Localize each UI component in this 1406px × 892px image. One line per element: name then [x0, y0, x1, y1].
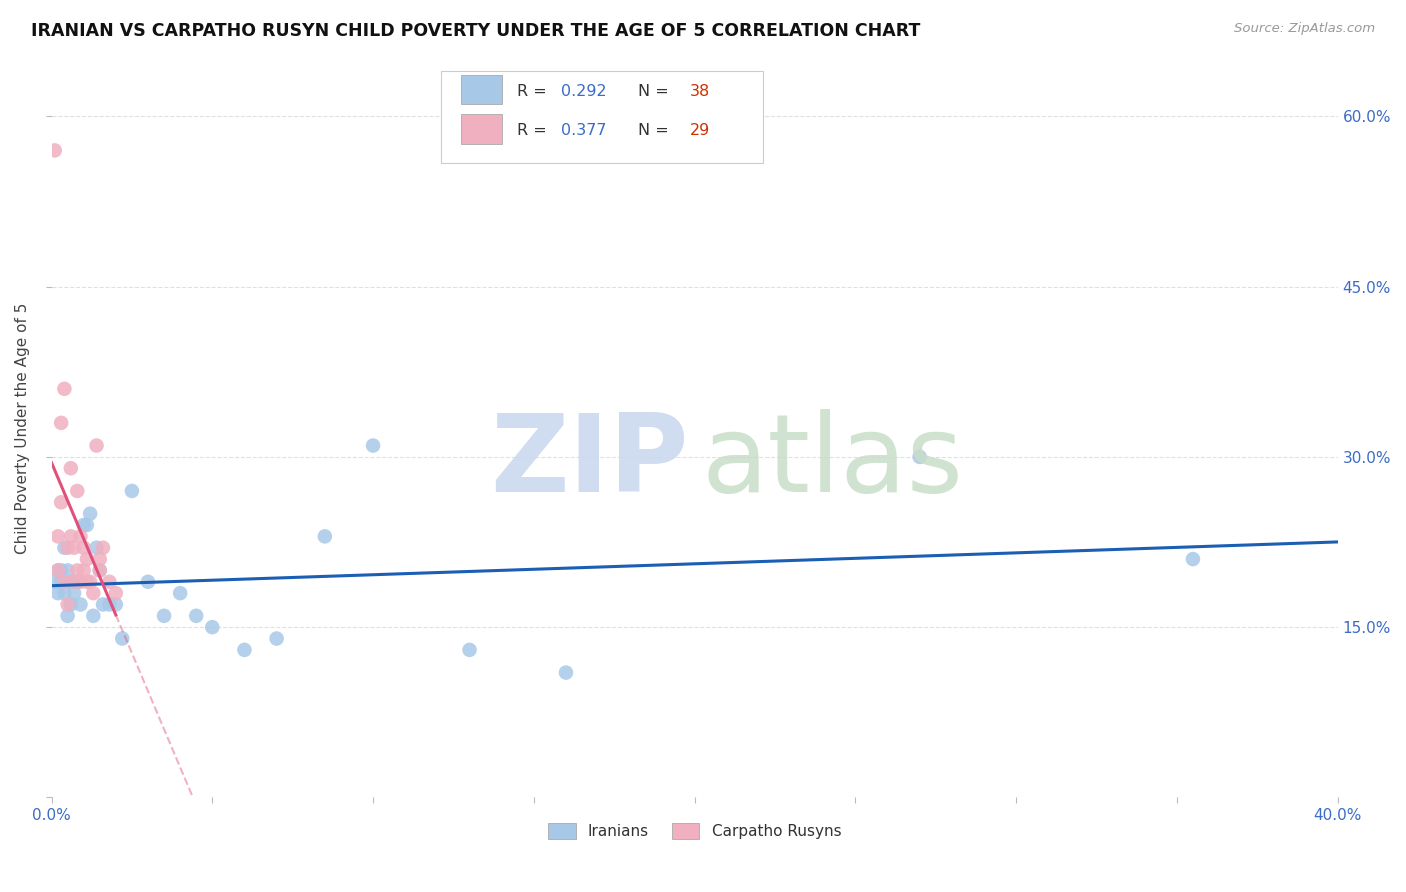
Point: [44, 574, 66, 589]
Text: IRANIAN VS CARPATHO RUSYN CHILD POVERTY UNDER THE AGE OF 5 CORRELATION CHART: IRANIAN VS CARPATHO RUSYN CHILD POVERTY …: [31, 22, 921, 40]
FancyBboxPatch shape: [461, 75, 502, 104]
Point: [153, 608, 176, 623]
Point: [104, 586, 127, 600]
Point: [201, 620, 224, 634]
Text: ZIP: ZIP: [489, 409, 688, 515]
Point: [59, 598, 82, 612]
FancyBboxPatch shape: [461, 114, 502, 144]
Point: [314, 529, 336, 543]
Point: [46, 563, 69, 577]
Point: [63, 541, 86, 555]
Point: [458, 643, 481, 657]
Point: [82, 608, 104, 623]
Point: [86, 541, 108, 555]
Point: [555, 665, 578, 680]
Point: [59, 461, 82, 475]
Point: [46, 586, 69, 600]
Text: atlas: atlas: [702, 409, 963, 515]
Legend: Iranians, Carpatho Rusyns: Iranians, Carpatho Rusyns: [541, 817, 848, 845]
Point: [66, 483, 89, 498]
Point: [56, 608, 79, 623]
Y-axis label: Child Poverty Under the Age of 5: Child Poverty Under the Age of 5: [15, 303, 30, 554]
Text: 0.377: 0.377: [561, 122, 606, 137]
Point: [82, 586, 104, 600]
Point: [111, 632, 134, 646]
Text: R =: R =: [517, 122, 553, 137]
Point: [51, 574, 73, 589]
Point: [76, 552, 98, 566]
Point: [51, 563, 73, 577]
Point: [66, 563, 89, 577]
Point: [266, 632, 288, 646]
Point: [361, 438, 384, 452]
Point: [56, 541, 79, 555]
Text: Source: ZipAtlas.com: Source: ZipAtlas.com: [1234, 22, 1375, 36]
Point: [53, 586, 76, 600]
Point: [98, 574, 121, 589]
Point: [233, 643, 256, 657]
Point: [76, 574, 98, 589]
Text: R =: R =: [517, 84, 553, 99]
Point: [1181, 552, 1204, 566]
Point: [59, 529, 82, 543]
Point: [79, 574, 101, 589]
Point: [908, 450, 931, 464]
Point: [91, 541, 114, 555]
Point: [89, 552, 111, 566]
Text: 29: 29: [689, 122, 710, 137]
Point: [73, 541, 96, 555]
Point: [76, 518, 98, 533]
Point: [51, 416, 73, 430]
FancyBboxPatch shape: [441, 70, 762, 163]
Point: [56, 598, 79, 612]
Point: [79, 507, 101, 521]
Point: [46, 529, 69, 543]
Point: [44, 144, 66, 158]
Point: [73, 563, 96, 577]
Text: 0.292: 0.292: [561, 84, 606, 99]
Point: [89, 563, 111, 577]
Point: [53, 574, 76, 589]
Point: [53, 382, 76, 396]
Point: [89, 563, 111, 577]
Point: [86, 438, 108, 452]
Point: [56, 563, 79, 577]
Point: [91, 598, 114, 612]
Point: [63, 586, 86, 600]
Point: [59, 574, 82, 589]
Point: [53, 541, 76, 555]
Text: N =: N =: [638, 84, 673, 99]
Point: [121, 483, 143, 498]
Point: [66, 574, 89, 589]
Point: [63, 574, 86, 589]
Point: [51, 495, 73, 509]
Text: N =: N =: [638, 122, 673, 137]
Point: [169, 586, 191, 600]
Point: [46, 563, 69, 577]
Point: [69, 598, 91, 612]
Point: [98, 598, 121, 612]
Text: 38: 38: [689, 84, 710, 99]
Point: [104, 598, 127, 612]
Point: [69, 529, 91, 543]
Point: [73, 518, 96, 533]
Point: [136, 574, 159, 589]
Point: [186, 608, 208, 623]
Point: [69, 574, 91, 589]
